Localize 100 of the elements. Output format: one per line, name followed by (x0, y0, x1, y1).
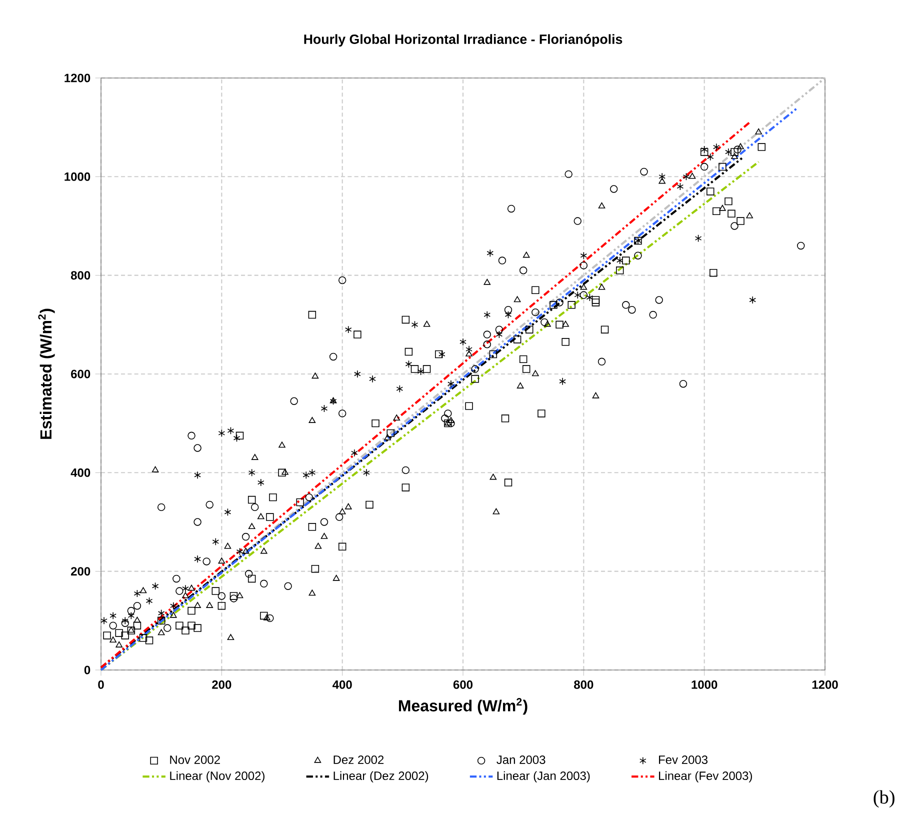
point (164, 624, 172, 632)
x-tick-label: 400 (332, 680, 352, 689)
point (706, 153, 714, 161)
point (194, 602, 201, 608)
point (438, 350, 446, 358)
point (746, 212, 753, 218)
point (242, 532, 250, 541)
point (302, 471, 310, 479)
legend-label: Jan 2003 (496, 755, 546, 764)
point (329, 352, 338, 361)
point (507, 204, 516, 213)
point (212, 538, 220, 546)
y-axis-title: Estimated (W/m$^{2}$) (38, 308, 55, 439)
point (580, 252, 588, 260)
text: (b) (874, 790, 894, 808)
point (580, 284, 588, 290)
point (312, 372, 319, 379)
point (486, 249, 494, 257)
point (152, 466, 159, 472)
point (574, 291, 582, 299)
legend-label: Linear (Jan 2003) (497, 771, 590, 782)
point (134, 590, 141, 598)
point (448, 380, 454, 388)
point (224, 508, 232, 516)
point (248, 523, 256, 530)
point (158, 629, 165, 636)
point (483, 340, 491, 348)
point (731, 153, 738, 160)
point (332, 574, 340, 581)
x-tick-label: 1000 (692, 680, 718, 689)
point (679, 380, 688, 388)
x-tick-label: 0 (98, 680, 104, 689)
point (411, 320, 418, 329)
point (504, 306, 512, 314)
point (483, 330, 491, 338)
point (320, 532, 328, 539)
point (188, 432, 196, 440)
point (233, 434, 240, 442)
point (519, 266, 528, 274)
point (158, 609, 165, 618)
point (344, 326, 352, 334)
point (218, 429, 226, 438)
point (218, 592, 226, 600)
point (649, 310, 657, 319)
point (227, 634, 234, 640)
point (338, 508, 346, 514)
point (170, 612, 177, 618)
legend-label: Linear (Dez 2002) (334, 771, 428, 782)
point (471, 365, 479, 373)
point (688, 172, 696, 179)
point (564, 170, 572, 178)
point (504, 310, 512, 319)
point (284, 582, 292, 590)
point (109, 622, 117, 630)
point (244, 570, 253, 578)
point (344, 503, 352, 510)
point (540, 318, 548, 326)
point (128, 612, 135, 620)
point (264, 614, 270, 620)
point (320, 518, 328, 526)
point (230, 594, 238, 602)
point (516, 382, 524, 388)
point (417, 368, 424, 376)
point (495, 326, 504, 334)
point (260, 580, 268, 588)
point (580, 262, 588, 270)
point (152, 582, 159, 590)
legend-label: Nov 2002 (170, 755, 220, 764)
point (544, 320, 551, 327)
point (308, 416, 316, 423)
point (522, 252, 530, 258)
point (250, 503, 259, 512)
point (194, 471, 201, 479)
point (260, 548, 268, 554)
point (157, 503, 166, 512)
point (559, 378, 566, 386)
point (172, 574, 180, 583)
point (532, 308, 540, 316)
legend-label: Dez 2002 (334, 755, 384, 764)
point (484, 310, 491, 319)
point (734, 146, 742, 154)
y-tick-label: 0 (84, 666, 90, 674)
point (110, 612, 116, 620)
y-tick-label: 600 (71, 370, 90, 378)
point (146, 597, 153, 605)
point (749, 296, 756, 304)
y-tick-label: 200 (71, 567, 90, 576)
point (755, 128, 762, 134)
point (100, 616, 108, 625)
point (496, 330, 503, 338)
legend-label: Linear (Nov 2002) (170, 771, 264, 782)
point (622, 301, 630, 309)
point (335, 513, 344, 521)
point (700, 146, 708, 154)
point (658, 172, 666, 181)
point (369, 375, 376, 383)
point (598, 202, 606, 208)
point (236, 548, 244, 556)
point (393, 414, 400, 421)
x-tick-label: 800 (574, 680, 594, 689)
